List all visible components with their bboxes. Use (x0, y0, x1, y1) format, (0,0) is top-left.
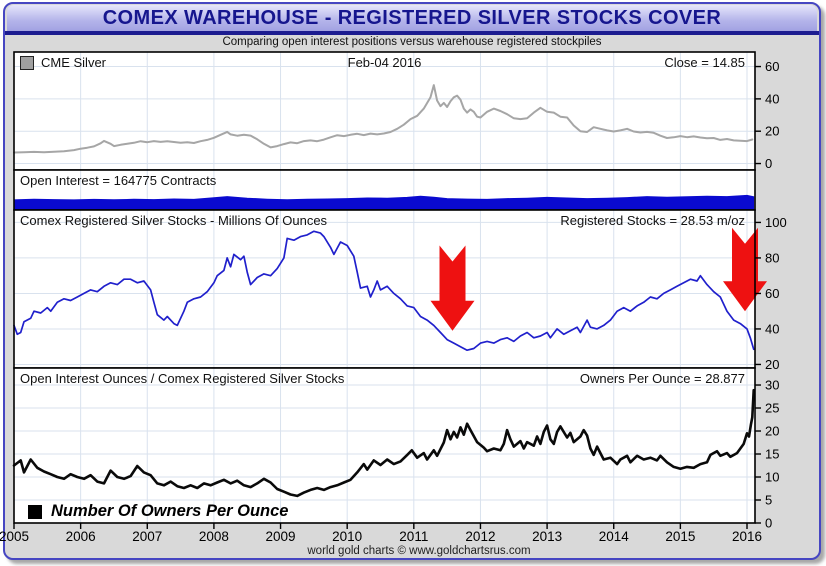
open-interest-value: Open Interest = 164775 Contracts (20, 173, 217, 188)
chart-date-label: Feb-04 2016 (347, 55, 422, 70)
owners-legend-label: Number Of Owners Per Ounce (51, 502, 289, 520)
x-axis-year-label: 2013 (532, 529, 562, 544)
registered-stocks-title: Comex Registered Silver Stocks - Million… (20, 213, 328, 228)
owners-per-ounce-line (12, 388, 755, 498)
cme-silver-legend-label: CME Silver (41, 55, 107, 70)
open-interest-contracts-area (13, 194, 755, 211)
y-axis-tick-label: 60 (765, 59, 779, 74)
comex-registered-silver-stocks-line (13, 230, 755, 352)
y-axis-tick-label: 20 (765, 424, 779, 439)
x-axis-year-label: 2016 (732, 529, 762, 544)
registered-stocks-value: Registered Stocks = 28.53 m/oz (560, 213, 745, 228)
panel-border (13, 367, 756, 524)
down-arrow-annotation-icon (430, 245, 475, 331)
down-arrow-annotation-icon (723, 227, 767, 312)
y-axis-tick-label: 20 (765, 124, 779, 139)
y-axis-tick-label: 40 (765, 91, 779, 106)
cme-silver-price-line (13, 84, 754, 154)
chart-subtitle: Comparing open interest positions versus… (222, 36, 602, 48)
y-axis-tick-label: 80 (765, 250, 779, 265)
y-axis-tick-label: 100 (765, 215, 787, 230)
x-axis-year-label: 2010 (332, 529, 362, 544)
title-divider (5, 31, 819, 35)
x-axis-year-label: 2006 (66, 529, 96, 544)
y-axis-tick-label: 0 (765, 516, 772, 531)
x-axis-year-label: 2008 (199, 529, 229, 544)
x-axis-year-label: 2014 (599, 529, 630, 544)
owners-legend: Number Of Owners Per Ounce (28, 502, 288, 521)
credit-text: world gold charts © www.goldchartsrus.co… (307, 545, 531, 557)
x-axis-year-label: 2015 (665, 529, 695, 544)
silver-close-value: Close = 14.85 (664, 55, 745, 70)
y-axis-tick-label: 15 (765, 447, 779, 462)
title-bar: COMEX WAREHOUSE - REGISTERED SILVER STOC… (7, 5, 817, 31)
owners-per-ounce-value: Owners Per Ounce = 28.877 (579, 371, 745, 386)
y-axis-tick-label: 25 (765, 401, 779, 416)
panel-background (14, 52, 755, 170)
cme-silver-legend-swatch-icon (20, 55, 34, 70)
y-axis-tick-label: 0 (765, 156, 772, 171)
y-axis-tick-label: 30 (765, 378, 779, 393)
y-axis-tick-label: 5 (765, 493, 772, 508)
x-axis-year-label: 2005 (0, 529, 29, 544)
owners-ratio-title: Open Interest Ounces / Comex Registered … (20, 371, 345, 386)
page-title: COMEX WAREHOUSE - REGISTERED SILVER STOC… (102, 6, 722, 29)
panel-background (14, 210, 755, 368)
y-axis-tick-label: 10 (765, 470, 779, 485)
x-axis-year-label: 2011 (399, 529, 428, 544)
panel-background (14, 368, 755, 523)
owners-legend-swatch-icon (28, 504, 42, 519)
y-axis-tick-label: 20 (765, 357, 779, 372)
y-axis-tick-label: 60 (765, 286, 779, 301)
y-axis-tick-label: 40 (765, 321, 779, 336)
x-axis-year-label: 2009 (266, 529, 296, 544)
x-axis-year-label: 2012 (465, 529, 495, 544)
x-axis-year-label: 2007 (132, 529, 162, 544)
